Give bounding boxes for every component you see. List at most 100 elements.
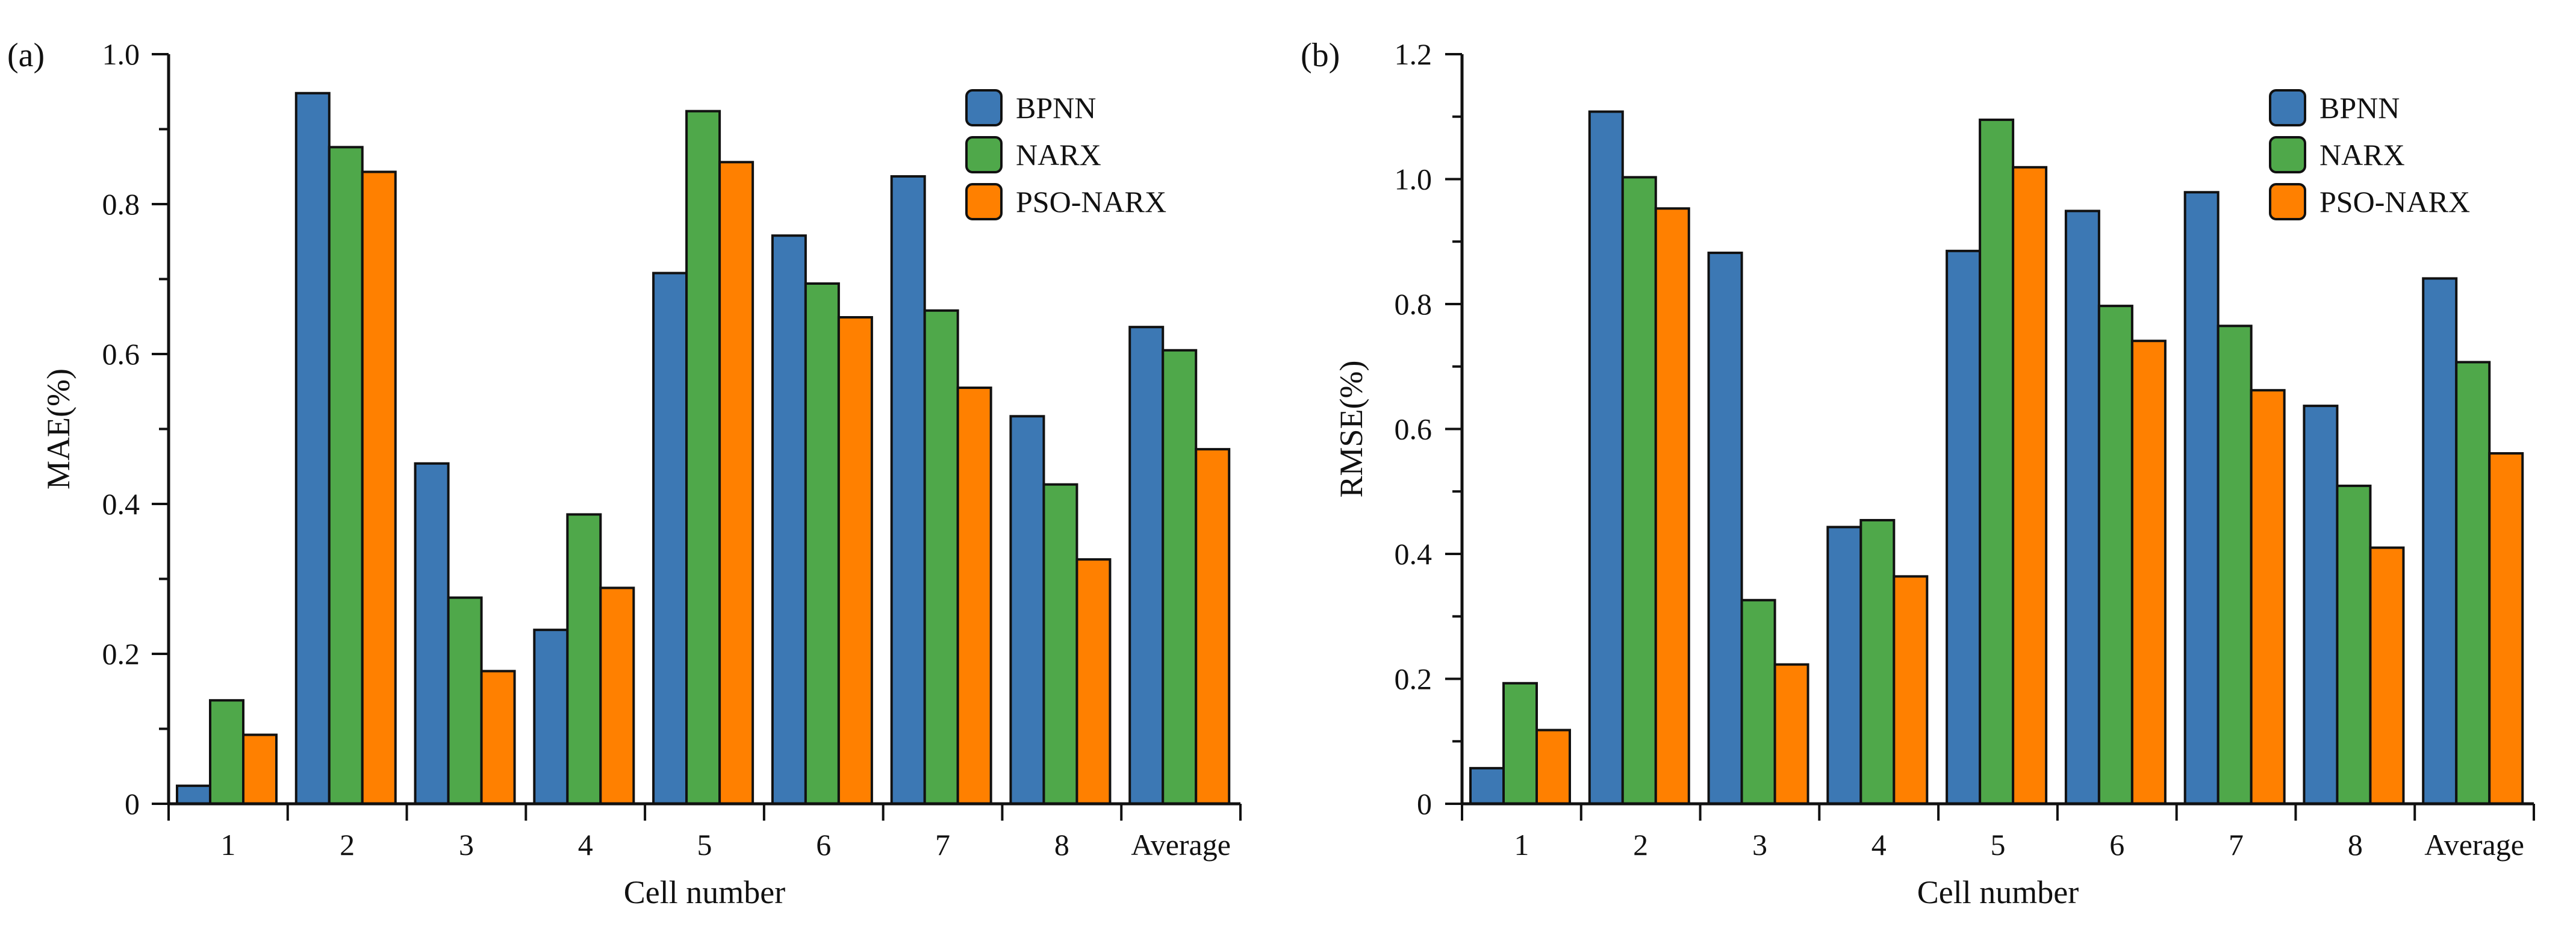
bar-narx-2	[1621, 176, 1657, 806]
bar-pso-narx-average	[1195, 448, 1231, 805]
legend-label-pso-narx: PSO-NARX	[1016, 185, 1166, 219]
legend-swatch-bpnn	[2269, 89, 2306, 126]
bar-pso-narx-1	[242, 733, 278, 805]
x-tick-label: 2	[1633, 828, 1648, 862]
bar-bpnn-6	[2064, 210, 2100, 806]
bar-bpnn-2	[1588, 110, 1624, 806]
legend-swatch-narx	[2269, 136, 2306, 173]
legend-swatch-bpnn	[965, 89, 1003, 126]
legend-swatch-narx	[965, 136, 1003, 173]
x-tick-label: 1	[220, 828, 235, 862]
y-tick-label: 1.0	[102, 37, 140, 71]
bar-narx-average	[1162, 349, 1198, 805]
y-tick-label: 1.2	[1395, 37, 1433, 71]
bar-bpnn-2	[294, 92, 331, 806]
x-tick-label: Average	[2424, 828, 2524, 862]
legend-label-bpnn: BPNN	[1016, 91, 1096, 125]
x-axis-label: Cell number	[624, 874, 785, 910]
bar-bpnn-7	[890, 175, 926, 805]
bar-bpnn-7	[2183, 191, 2220, 806]
bar-bpnn-1	[176, 785, 211, 805]
bar-narx-1	[209, 699, 244, 805]
bar-pso-narx-average	[2488, 452, 2524, 805]
x-tick-label: 4	[1871, 828, 1887, 862]
x-axis-label: Cell number	[1917, 874, 2079, 910]
bar-narx-average	[2455, 361, 2491, 805]
bar-narx-4	[566, 513, 602, 805]
x-tick-label: 8	[2348, 828, 2363, 862]
y-axis-label: MAE(%)	[40, 368, 76, 489]
bar-narx-2	[328, 146, 364, 805]
bar-narx-8	[1042, 483, 1078, 805]
bar-pso-narx-3	[480, 670, 516, 806]
y-tick-label: 0.4	[102, 487, 140, 521]
x-tick-label: Average	[1131, 828, 1231, 862]
y-tick-label: 0.4	[1395, 537, 1433, 571]
bar-narx-7	[923, 309, 959, 805]
chart-rmse: (b) 0 0.2 0.4 0.6 0.8 1.0 1.2 1 2 3 4 5 6 7 8 Average Cel…	[1301, 37, 2535, 910]
bar-bpnn-8	[1009, 415, 1045, 805]
bar-pso-narx-1	[1535, 729, 1571, 805]
chart-mae: (a) 0 0.2 0.4 0.6 0.8 1.0 1 2 3 4 5 6 7 8 Average Cell n…	[7, 37, 1242, 910]
bar-pso-narx-2	[1654, 207, 1690, 805]
legend-label-narx: NARX	[2319, 138, 2405, 172]
bar-pso-narx-8	[1075, 558, 1112, 805]
bar-pso-narx-6	[2130, 340, 2167, 805]
bar-pso-narx-7	[2250, 389, 2286, 805]
x-tick-label: 6	[2109, 828, 2124, 862]
bar-bpnn-3	[1707, 251, 1743, 805]
bar-pso-narx-3	[1773, 663, 1809, 805]
bar-pso-narx-5	[2012, 166, 2048, 806]
legend: BPNN NARX PSO-NARX	[2269, 89, 2470, 220]
x-tick-label: 8	[1054, 828, 1069, 862]
panel-label: (b)	[1301, 37, 1340, 74]
legend-swatch-pso-narx	[965, 183, 1003, 220]
x-tick-label: 3	[459, 828, 474, 862]
bar-pso-narx-7	[956, 387, 992, 805]
y-tick-label: 0.8	[102, 187, 140, 221]
bar-pso-narx-4	[599, 586, 635, 805]
bar-narx-1	[1502, 682, 1538, 805]
bar-pso-narx-2	[361, 170, 397, 806]
bar-narx-7	[2217, 325, 2253, 805]
bar-bpnn-1	[1469, 766, 1505, 806]
x-tick-label: 4	[578, 828, 593, 862]
legend: BPNN NARX PSO-NARX	[965, 89, 1166, 220]
y-tick-label: 0	[1417, 787, 1432, 821]
legend-label-bpnn: BPNN	[2319, 91, 2400, 125]
bar-pso-narx-6	[837, 315, 873, 805]
legend-label-narx: NARX	[1016, 138, 1101, 172]
bar-bpnn-average	[2422, 277, 2458, 805]
bar-bpnn-4	[533, 629, 569, 806]
bar-bpnn-5	[652, 272, 688, 806]
x-tick-label: 6	[816, 828, 831, 862]
legend-label-pso-narx: PSO-NARX	[2319, 185, 2470, 219]
bar-narx-5	[685, 110, 721, 805]
y-tick-label: 0.6	[1395, 412, 1433, 446]
bar-narx-4	[1859, 518, 1896, 805]
bar-narx-8	[2336, 484, 2372, 805]
x-tick-label: 1	[1514, 828, 1529, 862]
x-tick-label: 5	[697, 828, 712, 862]
y-tick-label: 0	[125, 787, 140, 821]
bar-bpnn-8	[2303, 405, 2339, 805]
x-tick-label: 2	[340, 828, 355, 862]
x-tick-label: 7	[935, 828, 950, 862]
bar-pso-narx-5	[718, 161, 754, 805]
bar-narx-5	[1979, 118, 2015, 805]
panel-label: (a)	[7, 37, 45, 74]
x-tick-label: 7	[2229, 828, 2244, 862]
y-axis-label: RMSE(%)	[1333, 361, 1369, 498]
bar-narx-3	[1740, 598, 1776, 806]
bar-bpnn-5	[1946, 249, 1982, 805]
x-tick-label: 3	[1752, 828, 1767, 862]
x-tick-label: 5	[1991, 828, 2006, 862]
y-tick-label: 0.6	[102, 337, 140, 371]
bar-narx-6	[2097, 305, 2133, 805]
bar-bpnn-6	[771, 234, 807, 806]
y-tick-label: 0.2	[102, 637, 140, 671]
y-tick-label: 0.8	[1395, 287, 1433, 321]
legend-swatch-pso-narx	[2269, 183, 2306, 220]
bar-bpnn-average	[1128, 326, 1165, 805]
